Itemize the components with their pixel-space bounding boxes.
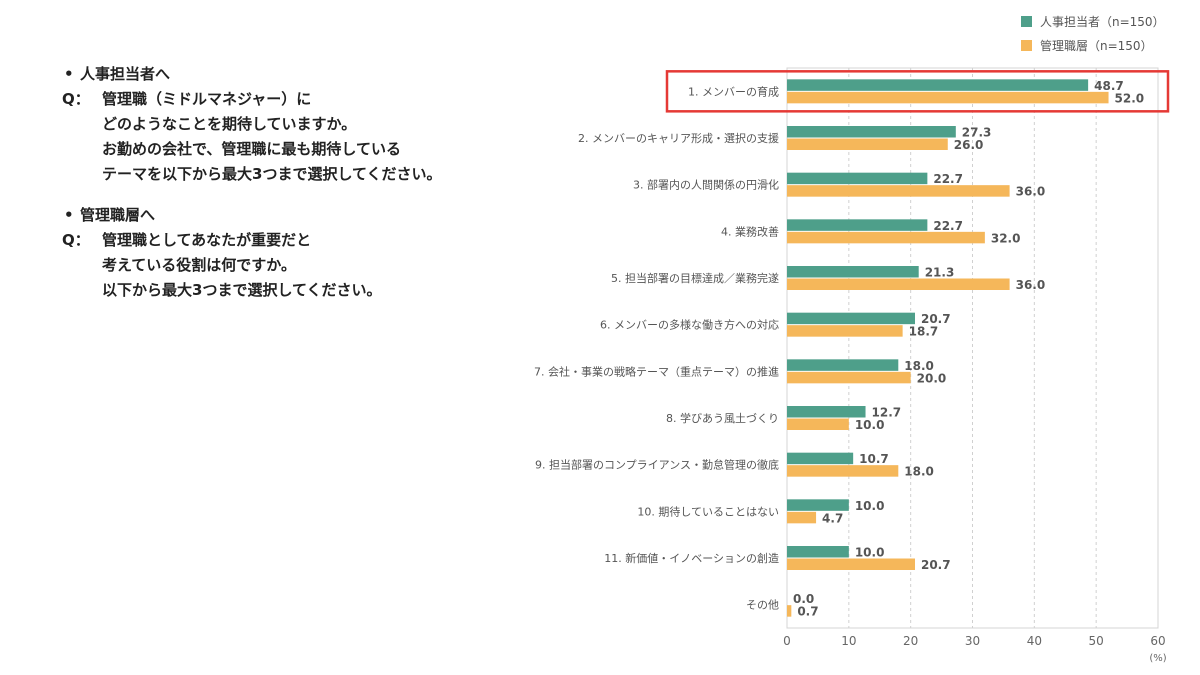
data-label: 22.7 <box>933 172 963 186</box>
bar-hr <box>787 546 849 558</box>
question-block-hr: 人事担当者へ Q： 管理職（ミドルマネジャー）に どのようなことを期待しています… <box>62 62 542 187</box>
bar-hr <box>787 219 928 231</box>
bar-hr <box>787 499 849 511</box>
legend-swatch <box>1021 16 1032 27</box>
legend-label: 人事担当者（n=150） <box>1040 15 1165 29</box>
data-label: 10.0 <box>855 499 885 513</box>
category-label: 3. 部署内の人間関係の円滑化 <box>633 178 779 192</box>
x-tick-label: 60 <box>1150 634 1165 648</box>
bar-manager <box>787 418 849 430</box>
bar-hr <box>787 126 956 138</box>
data-label: 18.0 <box>904 359 934 373</box>
bar-hr <box>787 172 928 185</box>
x-tick-label: 50 <box>1089 634 1104 648</box>
data-label: 0.0 <box>793 592 814 606</box>
bullet-heading: 人事担当者へ <box>62 62 542 87</box>
bar-manager <box>787 185 1010 197</box>
highlight-box <box>665 70 1170 113</box>
data-label: 20.0 <box>917 371 947 385</box>
category-label: 4. 業務改善 <box>721 224 779 238</box>
data-label: 20.7 <box>921 558 951 572</box>
data-label: 18.7 <box>909 325 939 339</box>
data-label: 26.0 <box>954 138 984 152</box>
x-tick-label: 30 <box>965 634 980 648</box>
legend-swatch <box>1021 40 1032 51</box>
q-prefix: Q： <box>62 231 90 249</box>
legend-label: 管理職層（n=150） <box>1040 38 1153 53</box>
data-label: 27.3 <box>962 126 992 140</box>
x-axis-unit: (%) <box>1149 653 1166 664</box>
data-label: 4.7 <box>822 511 843 525</box>
question-block-manager: 管理職層へ Q： 管理職としてあなたが重要だと 考えている役割は何ですか。 以下… <box>62 203 542 303</box>
question-line: 以下から最大3つまで選択してください。 <box>102 281 382 299</box>
data-label: 52.0 <box>1115 91 1145 105</box>
data-label: 10.0 <box>855 418 885 432</box>
question-line: 考えている役割は何ですか。 <box>102 256 296 274</box>
category-label: 1. メンバーの育成 <box>688 84 779 98</box>
bar-hr <box>787 452 854 465</box>
category-label: 11. 新価値・イノベーションの創造 <box>604 551 779 565</box>
bar-hr <box>787 312 915 325</box>
bar-manager <box>787 558 915 570</box>
bar-hr <box>787 406 866 418</box>
bar-manager <box>787 605 792 617</box>
data-label: 10.0 <box>855 546 885 560</box>
bar-hr <box>787 359 899 371</box>
bar-hr <box>787 79 1089 91</box>
category-label: 7. 会社・事業の戦略テーマ（重点テーマ）の推進 <box>534 364 779 378</box>
data-label: 10.7 <box>859 452 889 466</box>
data-label: 21.3 <box>925 266 955 280</box>
bar-manager <box>787 138 948 150</box>
bar-hr <box>787 266 919 278</box>
data-label: 22.7 <box>933 219 963 233</box>
question-line: どのようなことを期待していますか。 <box>102 115 357 133</box>
question-line: 管理職（ミドルマネジャー）に <box>102 90 312 108</box>
bullet-heading: 管理職層へ <box>62 203 542 228</box>
q-prefix: Q： <box>62 90 90 108</box>
question-line: テーマを以下から最大3つまで選択してください。 <box>102 165 442 183</box>
data-label: 18.0 <box>904 465 934 479</box>
data-label: 36.0 <box>1016 185 1046 199</box>
question-panel: 人事担当者へ Q： 管理職（ミドルマネジャー）に どのようなことを期待しています… <box>62 62 542 319</box>
x-tick-label: 0 <box>783 634 791 648</box>
category-label: 2. メンバーのキャリア形成・選択の支援 <box>578 131 779 145</box>
data-label: 12.7 <box>872 406 902 420</box>
bar-manager <box>787 371 911 384</box>
category-label: 10. 期待していることはない <box>637 504 779 518</box>
bar-manager <box>787 511 817 524</box>
data-label: 48.7 <box>1094 79 1124 93</box>
x-tick-label: 40 <box>1027 634 1042 648</box>
question-line: 管理職としてあなたが重要だと <box>102 231 312 249</box>
category-label: その他 <box>746 599 779 612</box>
data-label: 36.0 <box>1016 278 1046 292</box>
category-label: 6. メンバーの多様な働き方への対応 <box>600 318 779 332</box>
bar-manager <box>787 465 899 477</box>
x-tick-label: 10 <box>841 634 856 648</box>
data-label: 0.7 <box>797 605 818 619</box>
category-label: 5. 担当部署の目標達成／業務完遂 <box>611 271 779 285</box>
bar-manager <box>787 231 985 244</box>
category-label: 9. 担当部署のコンプライアンス・勤怠管理の徹底 <box>535 458 779 472</box>
bar-manager <box>787 278 1010 290</box>
bar-manager <box>787 91 1109 104</box>
x-tick-label: 20 <box>903 634 918 648</box>
data-label: 20.7 <box>921 312 951 326</box>
category-label: 8. 学びあう風土づくり <box>666 411 779 425</box>
bar-manager <box>787 325 903 337</box>
data-label: 32.0 <box>991 231 1021 245</box>
question-line: お勤めの会社で、管理職に最も期待している <box>102 140 401 158</box>
